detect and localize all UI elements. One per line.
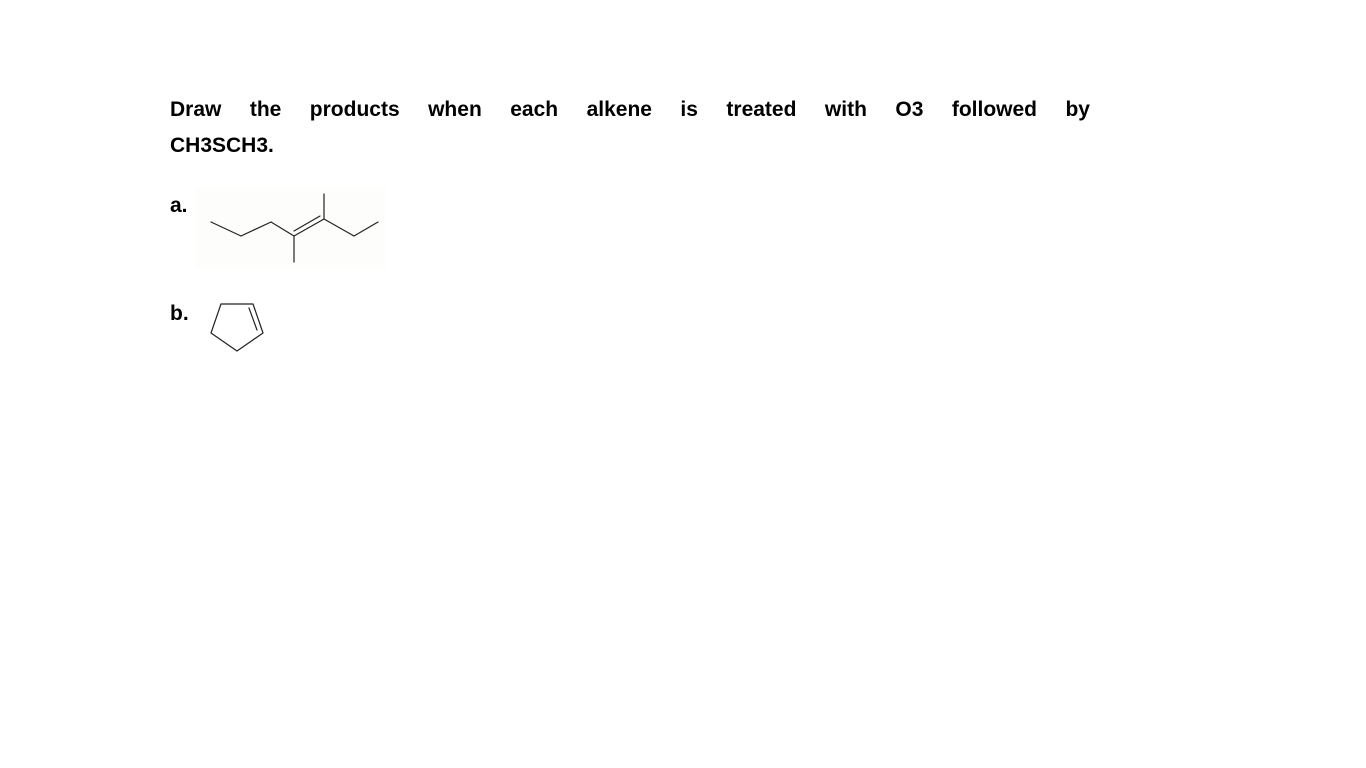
- alkene-structure-a-icon: [196, 188, 386, 268]
- item-a: a.: [170, 188, 386, 268]
- item-b: b.: [170, 296, 277, 366]
- item-b-label: b.: [170, 296, 189, 326]
- question-text: Draw the products when each alkene is tr…: [170, 92, 1090, 163]
- page-root: Draw the products when each alkene is tr…: [0, 0, 1366, 768]
- cyclopentene-structure-b-icon: [197, 296, 277, 366]
- question-line-1: Draw the products when each alkene is tr…: [170, 92, 1090, 128]
- structure-b: [197, 296, 277, 366]
- question-line-2: CH3SCH3.: [170, 128, 1090, 164]
- structure-a: [196, 188, 386, 268]
- item-a-label: a.: [170, 188, 188, 218]
